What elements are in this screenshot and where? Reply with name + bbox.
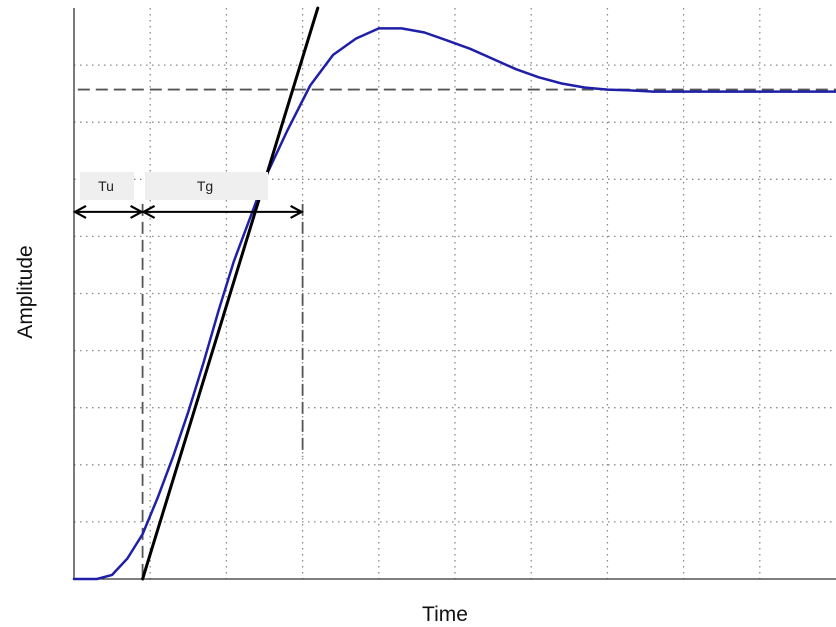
reference-lines xyxy=(77,88,836,579)
tu-label: Tu xyxy=(98,178,114,194)
tg-arrow-head-left xyxy=(141,204,156,219)
grid xyxy=(74,8,836,579)
tu-arrow xyxy=(72,204,144,219)
tu-arrow-head-left xyxy=(72,204,87,219)
x-axis-label: Time xyxy=(422,603,468,626)
series-group xyxy=(72,6,836,581)
tg-arrow-head-right xyxy=(290,204,304,219)
tu-label-box xyxy=(80,172,134,200)
tg-arrow xyxy=(141,204,304,219)
series-step-response xyxy=(72,27,836,581)
plot-frame xyxy=(73,8,836,580)
series-inflection-tangent xyxy=(141,6,320,581)
y-axis-label: Amplitude xyxy=(14,245,37,338)
tg-label-box xyxy=(145,172,268,200)
tg-label: Tg xyxy=(197,178,213,194)
annotations: Tu Tg xyxy=(72,172,304,219)
